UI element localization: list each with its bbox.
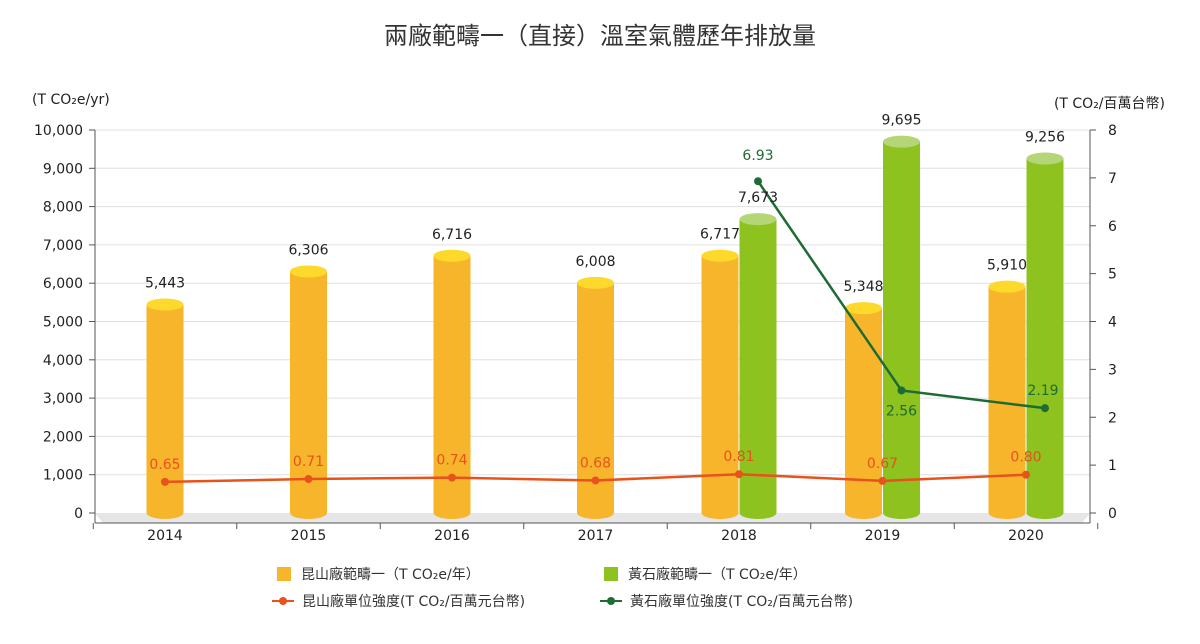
bar-huangshi xyxy=(739,219,777,514)
bar-huangshi xyxy=(883,141,920,513)
bar-kunshan-cap xyxy=(433,249,471,262)
y-right-tick-label: 4 xyxy=(1108,315,1117,331)
bar-huangshi-base xyxy=(1026,507,1064,519)
bar-kunshan-base xyxy=(701,507,739,519)
bar-huangshi-base xyxy=(883,507,920,519)
bar-data-label: 9,256 xyxy=(1025,129,1065,145)
bar-kunshan-base xyxy=(290,507,327,519)
bar-kunshan xyxy=(577,282,614,513)
bar-huangshi-cap xyxy=(883,135,920,148)
point-kunshan-intensity xyxy=(591,476,600,485)
bar-kunshan-base xyxy=(146,507,184,519)
bar-kunshan xyxy=(701,255,739,514)
chart-title: 兩廠範疇一（直接）溫室氣體歷年排放量 xyxy=(384,22,816,50)
point-kunshan-intensity xyxy=(304,475,313,484)
bar-data-label: 5,910 xyxy=(987,258,1027,274)
bar-huangshi-base xyxy=(739,507,777,519)
bar-data-label: 7,673 xyxy=(738,190,778,206)
point-huangshi-intensity xyxy=(897,386,906,395)
bar-kunshan-base xyxy=(988,507,1026,519)
x-tick-label: 2019 xyxy=(865,528,901,544)
y-right-tick-label: 1 xyxy=(1108,458,1117,474)
bar-data-label: 6,306 xyxy=(288,242,328,258)
bar-data-label: 5,348 xyxy=(843,279,883,295)
point-kunshan-intensity xyxy=(161,477,169,486)
labels-layer: 5,443 6,306 6,716 6,008 6,717 7,673 5,348 9,695… xyxy=(145,113,1065,473)
bar-kunshan xyxy=(290,271,327,513)
y-right-tick-label: 7 xyxy=(1108,171,1117,187)
y-left-tick-label: 0 xyxy=(74,506,83,522)
y-left-tick-label: 8,000 xyxy=(43,200,83,216)
bar-kunshan-cap xyxy=(988,280,1026,293)
bar-kunshan-cap xyxy=(577,276,614,289)
bar-kunshan-base xyxy=(845,507,882,519)
bar-kunshan-cap xyxy=(146,298,184,311)
line-data-label-green: 6.93 xyxy=(742,148,773,164)
line-data-label-green: 2.56 xyxy=(886,403,917,419)
point-kunshan-intensity xyxy=(448,473,456,482)
y-left-tick-label: 2,000 xyxy=(43,429,83,445)
bar-huangshi-cap xyxy=(1026,152,1064,165)
x-tick-label: 2016 xyxy=(434,528,470,544)
x-tick-label: 2017 xyxy=(578,528,614,544)
y-left-tick-label: 10,000 xyxy=(34,123,83,139)
point-kunshan-intensity xyxy=(1022,470,1030,479)
bar-kunshan xyxy=(845,308,882,513)
bar-kunshan-base xyxy=(433,507,471,519)
bars-layer xyxy=(146,135,1064,519)
line-data-label-orange: 0.74 xyxy=(436,453,467,469)
y-right-tick-label: 2 xyxy=(1108,410,1117,426)
bar-data-label: 6,717 xyxy=(700,227,740,243)
bar-kunshan-cap xyxy=(845,302,882,315)
bar-kunshan-base xyxy=(577,507,614,519)
line-data-label-orange: 0.80 xyxy=(1010,450,1041,466)
bar-data-label: 6,716 xyxy=(432,227,472,243)
line-data-label-green: 2.19 xyxy=(1027,383,1058,399)
axes-layer: 0 1,000 2,000 3,000 4,000 5,000 6,000 7,000 8,00… xyxy=(34,123,1117,544)
line-data-label-orange: 0.68 xyxy=(580,455,611,471)
x-tick-label: 2020 xyxy=(1008,528,1044,544)
y-left-tick-label: 9,000 xyxy=(43,161,83,177)
point-huangshi-intensity xyxy=(1041,404,1049,413)
bar-huangshi-cap xyxy=(739,213,777,226)
bar-kunshan-cap xyxy=(701,249,739,262)
y-left-tick-label: 1,000 xyxy=(43,468,83,484)
line-data-label-orange: 0.81 xyxy=(723,449,754,465)
bar-data-label: 9,695 xyxy=(881,113,921,129)
y-left-axis-label: (T CO₂e/yr) xyxy=(32,92,110,108)
bar-data-label: 5,443 xyxy=(145,276,185,292)
point-huangshi-intensity xyxy=(754,177,762,186)
bar-data-label: 6,008 xyxy=(575,254,615,270)
bar-kunshan xyxy=(433,255,471,513)
point-kunshan-intensity xyxy=(878,476,887,485)
y-left-tick-label: 6,000 xyxy=(43,276,83,292)
y-right-tick-label: 5 xyxy=(1108,267,1117,283)
y-right-tick-label: 3 xyxy=(1108,362,1117,378)
y-right-tick-label: 0 xyxy=(1108,506,1117,522)
x-tick-label: 2018 xyxy=(721,528,757,544)
y-right-axis-label: (T CO₂/百萬台幣) xyxy=(1054,96,1165,112)
y-left-tick-label: 5,000 xyxy=(43,315,83,331)
y-right-tick-label: 6 xyxy=(1108,219,1117,235)
y-left-tick-label: 3,000 xyxy=(43,391,83,407)
lines-layer xyxy=(161,177,1049,486)
y-left-tick-label: 7,000 xyxy=(43,238,83,254)
x-tick-label: 2015 xyxy=(291,528,327,544)
line-data-label-orange: 0.65 xyxy=(149,457,180,473)
y-right-tick-label: 8 xyxy=(1108,123,1117,139)
line-data-label-orange: 0.71 xyxy=(293,454,324,470)
bar-kunshan-cap xyxy=(290,265,327,278)
bar-huangshi xyxy=(1026,158,1064,514)
line-data-label-orange: 0.67 xyxy=(867,456,898,472)
point-kunshan-intensity xyxy=(735,470,743,479)
bar-kunshan xyxy=(988,286,1026,513)
y-left-tick-label: 4,000 xyxy=(43,353,83,369)
x-tick-label: 2014 xyxy=(147,528,183,544)
